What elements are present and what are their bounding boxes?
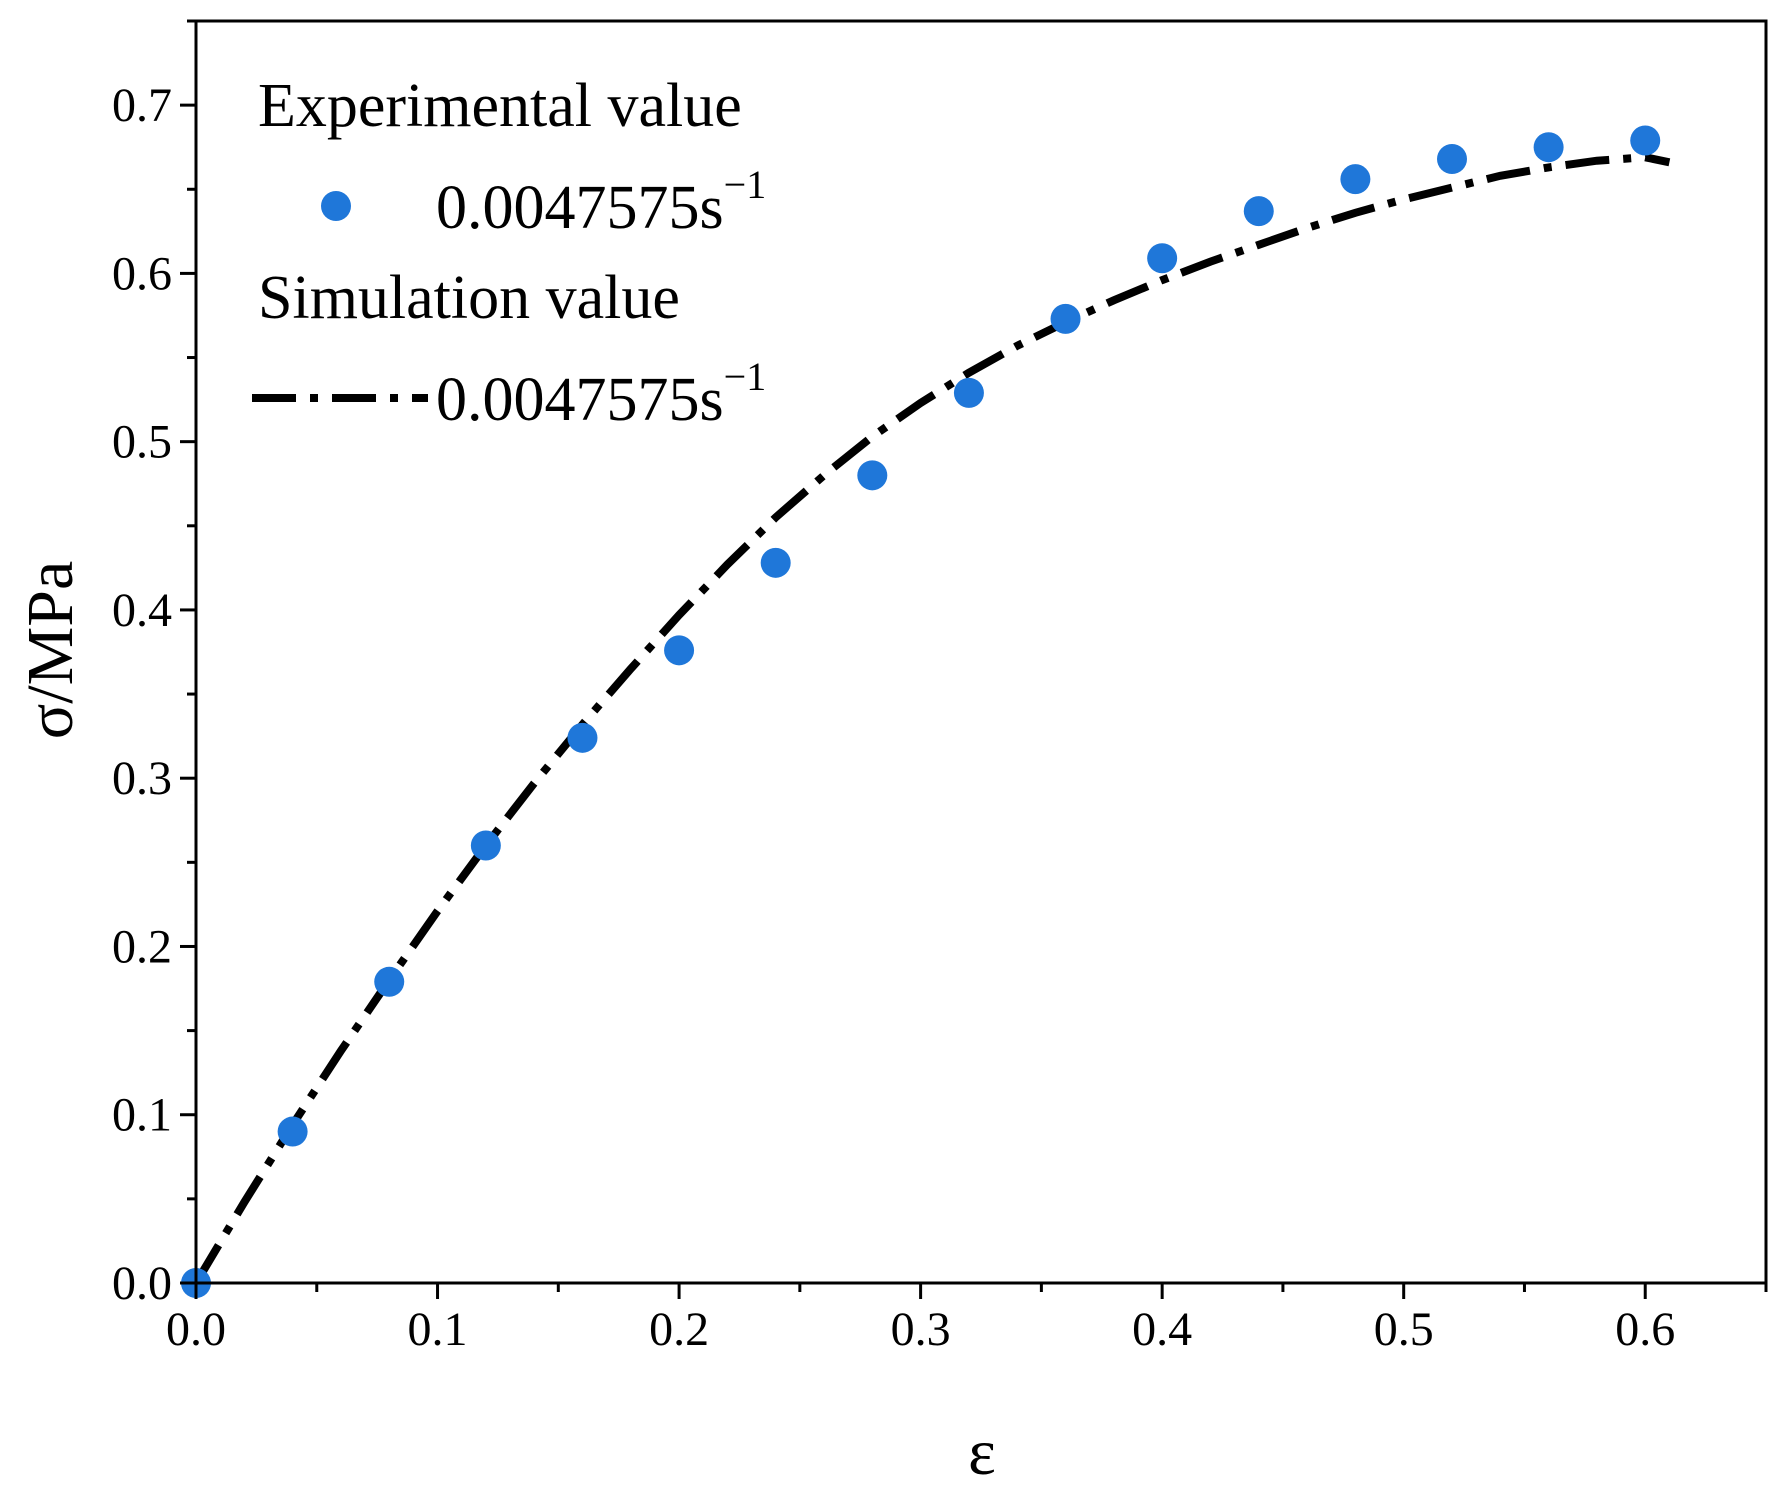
x-tick-label: 0.4 <box>1132 1303 1192 1356</box>
experimental-point <box>470 830 501 861</box>
experimental-point <box>1630 125 1661 156</box>
legend-experimental-sup: −1 <box>724 162 767 207</box>
plot-layer <box>181 125 1671 1298</box>
x-tick-label: 0.6 <box>1615 1303 1675 1356</box>
experimental-point <box>1437 143 1467 174</box>
legend-simulation-entry: 0.0047575s−1 <box>436 354 766 434</box>
legend-simulation-label: 0.0047575s <box>436 366 724 434</box>
y-tick-label: 0.6 <box>112 247 172 300</box>
experimental-point <box>1243 196 1274 227</box>
legend-experimental-label: 0.0047575s <box>436 174 724 242</box>
legend: Experimental value 0.0047575s−1 Simulati… <box>252 72 766 434</box>
legend-experimental-entry: 0.0047575s−1 <box>436 162 766 242</box>
legend-marker-experimental <box>321 191 351 221</box>
experimental-point <box>953 377 984 408</box>
x-tick-label: 0.3 <box>891 1303 951 1356</box>
y-tick-label: 0.7 <box>112 79 172 132</box>
y-tick-label: 0.3 <box>112 752 172 805</box>
experimental-point <box>1050 303 1081 334</box>
experimental-point <box>277 1116 308 1147</box>
simulation-line <box>192 153 1671 1286</box>
y-tick-label: 0.1 <box>112 1089 172 1142</box>
legend-experimental-heading: Experimental value <box>258 72 742 140</box>
plot-frame <box>194 19 1768 1285</box>
y-tick-label: 0.5 <box>112 416 172 469</box>
y-tick-label: 0.2 <box>112 920 172 973</box>
x-axis-title: ε <box>968 1416 996 1488</box>
experimental-point <box>567 722 598 753</box>
legend-simulation-heading: Simulation value <box>258 264 680 332</box>
y-axis-title: σ/MPa <box>14 561 87 740</box>
x-tick-label: 0.0 <box>166 1303 226 1356</box>
experimental-point <box>1340 164 1371 195</box>
x-tick-label: 0.1 <box>408 1303 468 1356</box>
y-tick-label: 0.4 <box>112 584 172 637</box>
x-tick-label: 0.5 <box>1374 1303 1434 1356</box>
legend-simulation-sup: −1 <box>724 354 767 399</box>
axis-layer: 0.0 0.1 0.2 0.3 0.4 0.5 0.6 0.0 0.1 0.2 0.3 0.4 0.5 0… <box>112 19 1768 1356</box>
x-tick-label: 0.2 <box>649 1303 709 1356</box>
experimental-point <box>664 635 695 666</box>
experimental-point <box>1147 243 1178 274</box>
experimental-point <box>760 547 791 578</box>
experimental-point <box>857 460 888 491</box>
experimental-point <box>374 966 405 997</box>
experimental-point <box>1533 132 1564 163</box>
y-tick-label: 0.0 <box>112 1257 172 1310</box>
